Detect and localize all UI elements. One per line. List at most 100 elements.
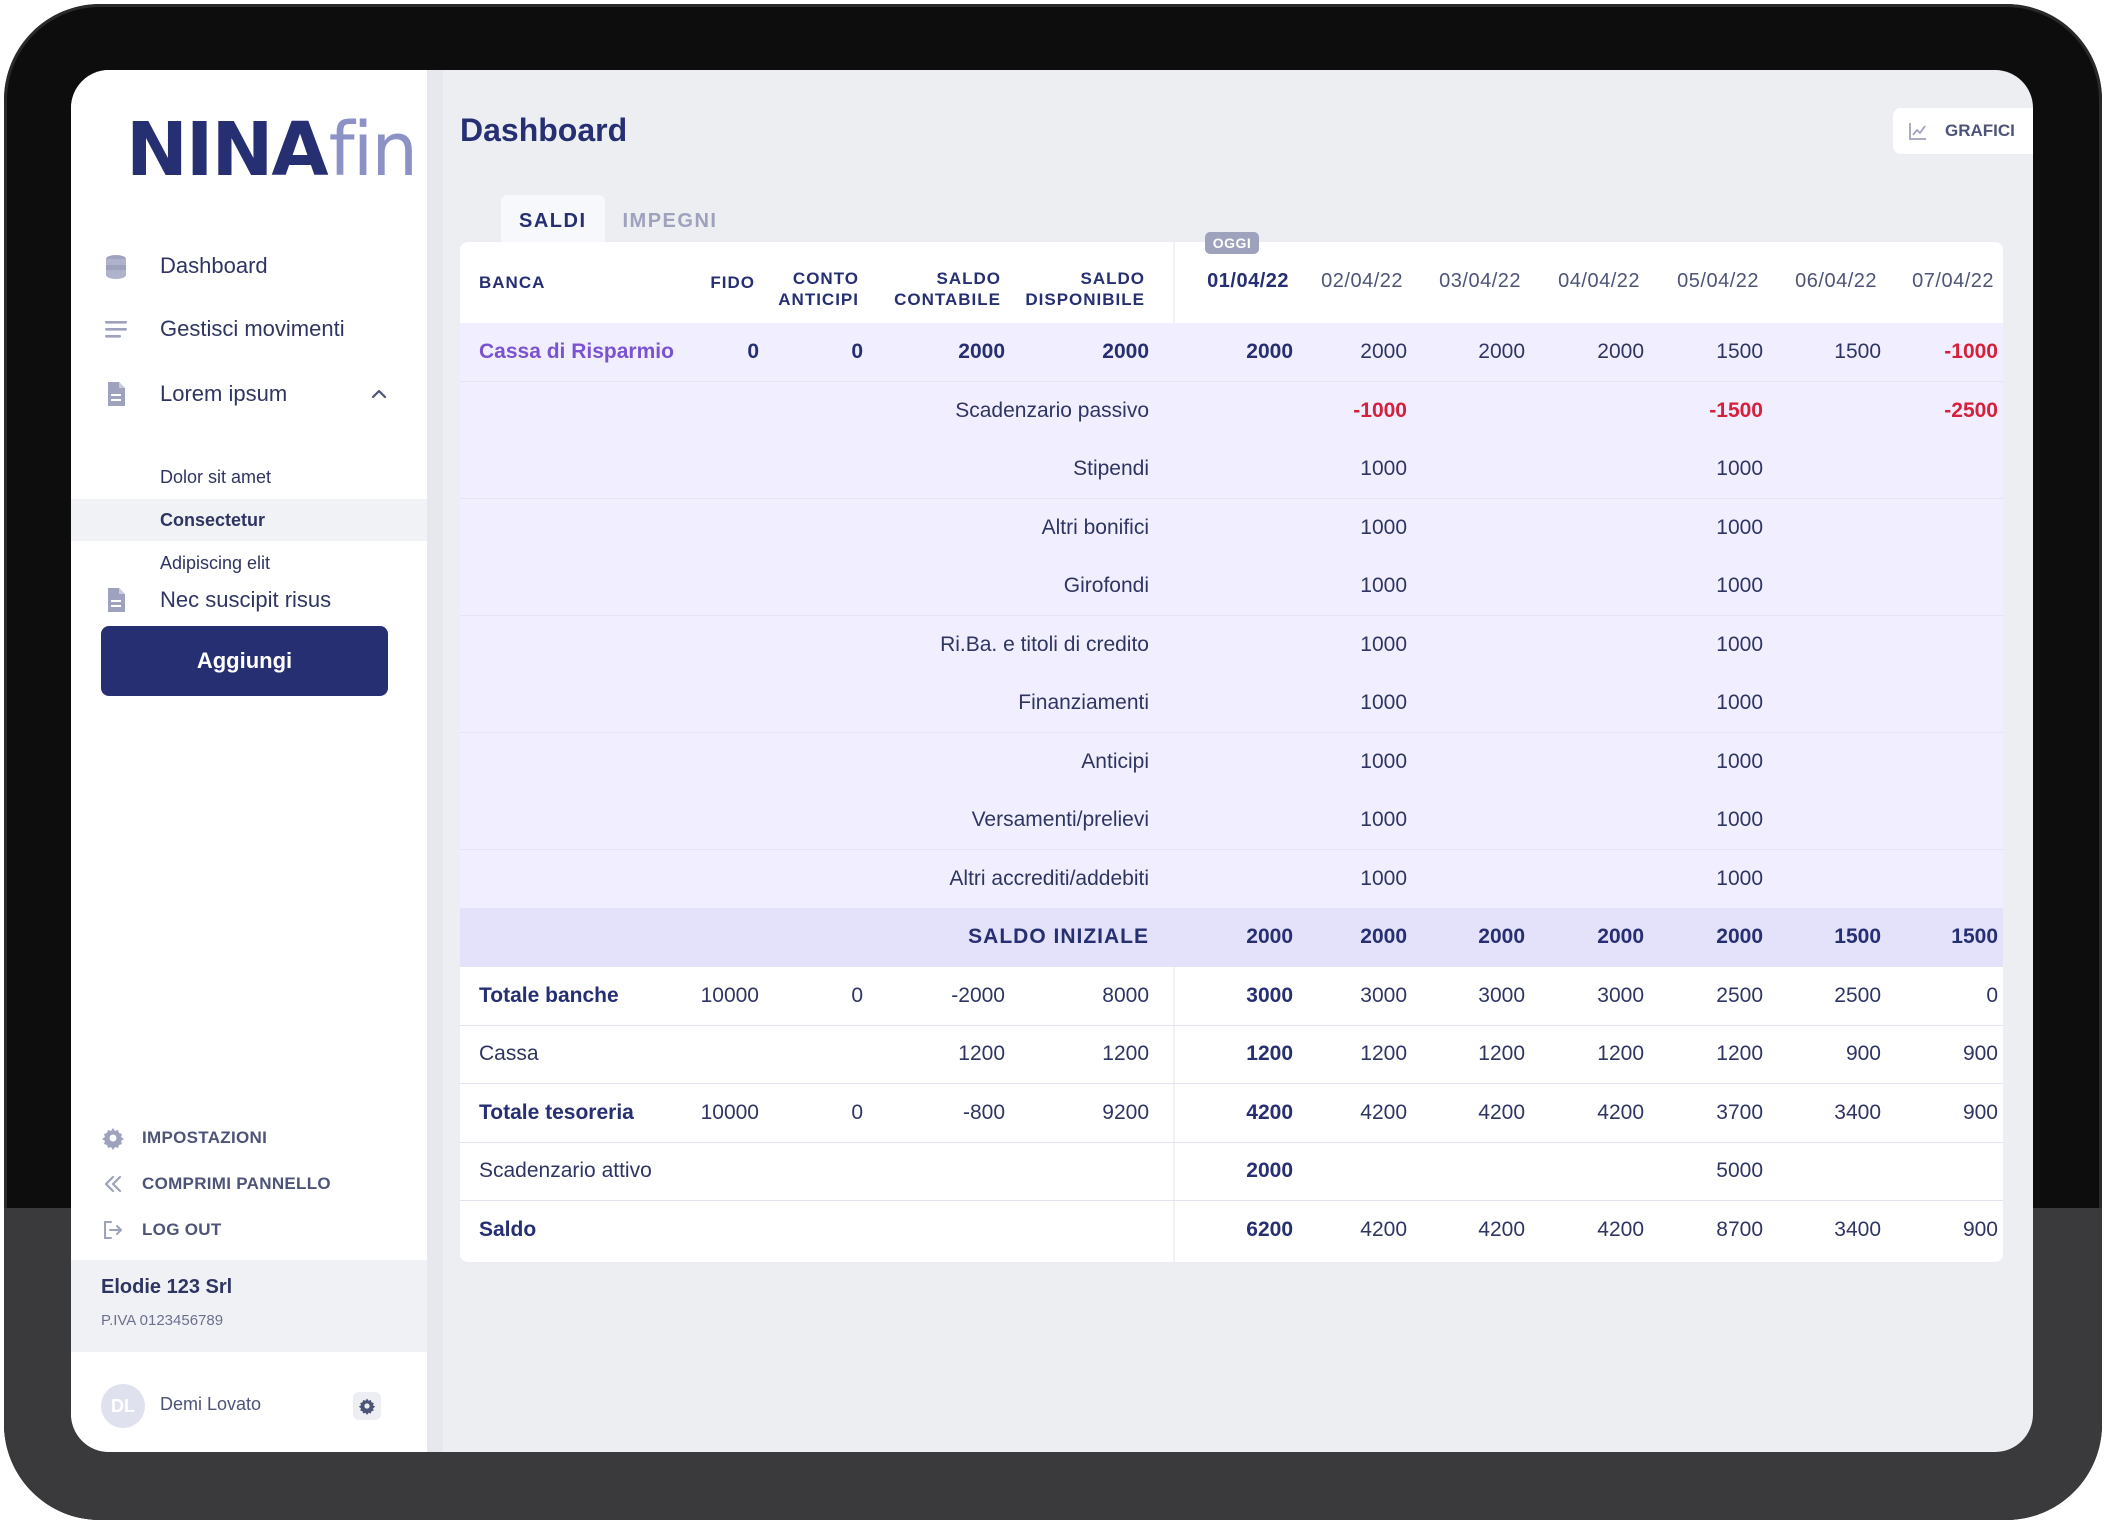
- grafici-button[interactable]: GRAFICI: [1893, 108, 2033, 154]
- tab-impegni[interactable]: IMPEGNI: [622, 209, 718, 232]
- sidebar-item-label: Dashboard: [160, 253, 268, 278]
- table-cell: -2000: [951, 983, 1005, 1007]
- logo-fin: fin: [328, 107, 419, 193]
- table-cell: 1200: [1246, 1042, 1293, 1065]
- table-cell: 3000: [1478, 983, 1525, 1007]
- footer-link-label: LOG OUT: [142, 1220, 222, 1239]
- impostazioni-link[interactable]: IMPOSTAZIONI: [101, 1118, 267, 1158]
- table-cell: 1000: [1360, 808, 1407, 831]
- col-header-line: CONTABILE: [894, 290, 1001, 309]
- user-settings-button[interactable]: [353, 1392, 381, 1420]
- summary-row[interactable]: Totale tesoreria 10000 0 -800 9200 4200 4200 42…: [460, 1084, 2003, 1143]
- company-vat: P.IVA 0123456789: [101, 1312, 224, 1329]
- table-cell: 10000: [700, 983, 759, 1007]
- logout-icon: [104, 1221, 122, 1239]
- table-cell: 1200: [1716, 1042, 1763, 1065]
- table-cell: 1000: [1716, 574, 1763, 597]
- table-cell: 1200: [1360, 1042, 1407, 1065]
- user-panel: DL Demi Lovato: [71, 1352, 427, 1452]
- row-label: Ri.Ba. e titoli di credito: [940, 632, 1149, 656]
- row-label: SALDO INIZIALE: [968, 925, 1149, 948]
- sidebar-subitem-dolor-sit-amet[interactable]: Dolor sit amet: [71, 456, 427, 498]
- footer-link-label: COMPRIMI PANNELLO: [142, 1174, 331, 1193]
- sidebar-subitem-label: Consectetur: [160, 509, 266, 530]
- sidebar-item-lorem-ipsum[interactable]: Lorem ipsum: [71, 366, 427, 422]
- sidebar-item-nec-suscipit-risus[interactable]: Nec suscipit risus: [71, 572, 427, 628]
- table-cell: 1000: [1716, 808, 1763, 831]
- user-name: Demi Lovato: [160, 1394, 262, 1414]
- saldo-iniziale-row[interactable]: SALDO INIZIALE 2000 2000 2000 2000 2000 1500 15…: [460, 908, 2003, 967]
- table-cell: 1000: [1716, 691, 1763, 714]
- line-chart-icon: [1909, 123, 1926, 140]
- table-cell: 0: [1986, 983, 1998, 1007]
- today-badge: OGGI: [1205, 232, 1259, 254]
- row-label: Totale banche: [479, 983, 619, 1007]
- row-label: Totale tesoreria: [479, 1100, 634, 1124]
- log-out-link[interactable]: LOG OUT: [101, 1210, 222, 1250]
- col-header-line: ANTICIPI: [778, 290, 859, 309]
- table-cell: 1000: [1716, 749, 1763, 773]
- aggiungi-button[interactable]: Aggiungi: [101, 626, 388, 696]
- table-cell: 1500: [1716, 340, 1763, 363]
- detail-row[interactable]: Stipendi 1000 1000: [460, 440, 2003, 499]
- detail-row[interactable]: Finanziamenti 1000 1000: [460, 674, 2003, 733]
- row-label: Altri bonifici: [1041, 515, 1149, 539]
- col-header-date: 04/04/22: [1558, 270, 1640, 292]
- table-cell: 2000: [1716, 925, 1763, 948]
- sidebar: NINA fin Dashboard Gestisci movimenti: [71, 70, 427, 1452]
- chevron-up-icon[interactable]: [371, 386, 387, 402]
- row-label: Girofondi: [1063, 574, 1149, 597]
- table-cell: 4200: [1478, 1100, 1525, 1124]
- avatar[interactable]: DL: [101, 1384, 145, 1428]
- comprimi-pannello-link[interactable]: COMPRIMI PANNELLO: [101, 1164, 331, 1204]
- sidebar-item-gestisci-movimenti[interactable]: Gestisci movimenti: [71, 301, 427, 357]
- summary-row[interactable]: Scadenzario attivo 2000 5000: [460, 1142, 2003, 1201]
- detail-row[interactable]: Anticipi 1000 1000: [460, 732, 2003, 792]
- detail-row[interactable]: Altri accrediti/addebiti 1000 1000: [460, 849, 2003, 909]
- app-screen: NINA fin Dashboard Gestisci movimenti: [71, 70, 2033, 1452]
- table-cell: 1000: [1360, 691, 1407, 714]
- detail-row[interactable]: Versamenti/prelievi 1000 1000: [460, 791, 2003, 850]
- table-cell: 2000: [1597, 925, 1644, 948]
- tab-saldi[interactable]: SALDI: [501, 195, 605, 247]
- table-cell: 1000: [1360, 632, 1407, 656]
- table-cell: 1200: [958, 1042, 1005, 1065]
- sidebar-divider: [427, 70, 443, 1452]
- table-cell: 10000: [700, 1100, 759, 1124]
- document-icon: [108, 588, 125, 612]
- summary-row[interactable]: Totale banche 10000 0 -2000 8000 3000 3000 3000…: [460, 967, 2003, 1026]
- lines-icon: [105, 321, 127, 338]
- summary-row[interactable]: Saldo 6200 4200 4200 4200 8700 3400 900: [460, 1201, 2003, 1260]
- detail-row[interactable]: Girofondi 1000 1000: [460, 557, 2003, 616]
- row-label: Stipendi: [1073, 457, 1149, 480]
- table-cell: 1200: [1478, 1042, 1525, 1065]
- table-cell: 0: [851, 1100, 863, 1124]
- table-cell: -1000: [1944, 340, 1998, 363]
- row-label: Saldo: [479, 1217, 537, 1241]
- table-cell: 3700: [1716, 1100, 1763, 1124]
- table-cell: 4200: [1478, 1217, 1525, 1241]
- sidebar-item-dashboard[interactable]: Dashboard: [71, 238, 427, 294]
- sidebar-subitem-consectetur[interactable]: Consectetur: [71, 499, 427, 541]
- bank-name-link[interactable]: Cassa di Risparmio: [479, 340, 674, 363]
- page-title: Dashboard: [460, 112, 628, 148]
- gear-icon: [102, 1128, 124, 1150]
- table-cell: 1500: [1834, 925, 1881, 948]
- table-cell: -800: [962, 1100, 1005, 1124]
- detail-row[interactable]: Ri.Ba. e titoli di credito 1000 1000: [460, 615, 2003, 675]
- app-logo[interactable]: NINA fin: [126, 100, 419, 200]
- sidebar-item-label: Gestisci movimenti: [160, 316, 345, 341]
- summary-row[interactable]: Cassa 1200 1200 1200 1200 1200 1200 1200 900 900: [460, 1025, 2003, 1084]
- table-cell: 2500: [1834, 983, 1881, 1007]
- col-header-saldo-contabile: SALDO CONTABILE: [861, 268, 1001, 310]
- table-cell: 3000: [1246, 983, 1293, 1007]
- sidebar-subitem-adipiscing-elit[interactable]: Adipiscing elit: [71, 542, 427, 584]
- table-cell: 3400: [1834, 1100, 1881, 1124]
- col-header-date: 07/04/22: [1912, 270, 1994, 292]
- table-cell: 1000: [1360, 574, 1407, 597]
- detail-row[interactable]: Scadenzario passivo -1000 -1500 -2500: [460, 381, 2003, 441]
- detail-row[interactable]: Altri bonifici 1000 1000: [460, 498, 2003, 558]
- table-cell: 9200: [1102, 1100, 1149, 1124]
- bank-row[interactable]: Cassa di Risparmio 0 0 2000 2000 2000 2000 2000…: [460, 323, 2003, 382]
- table-cell: 900: [1962, 1042, 1998, 1065]
